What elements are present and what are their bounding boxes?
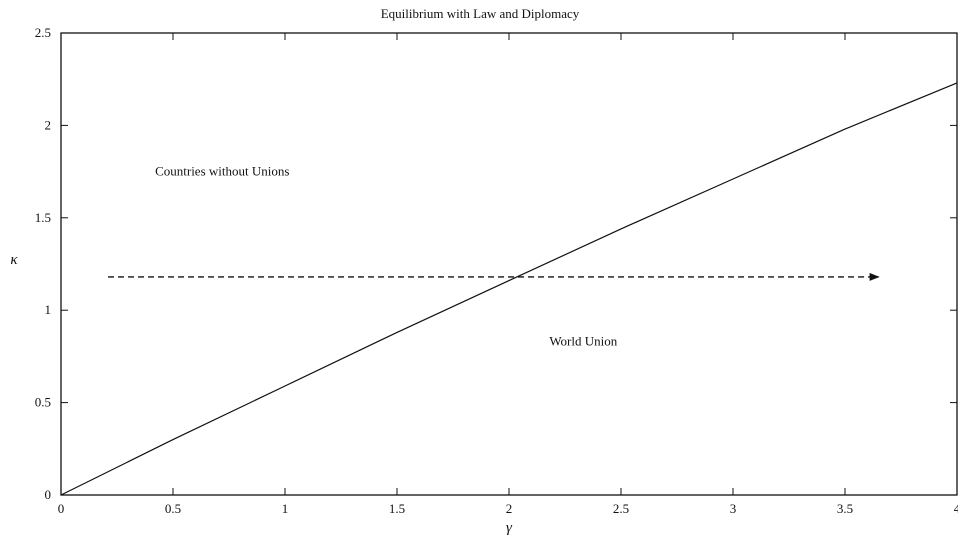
y-tick-label: 1 xyxy=(45,302,52,317)
y-tick-label: 0.5 xyxy=(35,395,51,410)
x-tick-label: 2.5 xyxy=(613,501,629,516)
y-tick-label: 0 xyxy=(45,487,52,502)
y-tick-label: 2 xyxy=(45,117,52,132)
y-tick-label: 2.5 xyxy=(35,25,51,40)
x-tick-label: 1.5 xyxy=(389,501,405,516)
chart-title: Equilibrium with Law and Diplomacy xyxy=(381,6,580,21)
plot-frame xyxy=(60,32,958,496)
region-label-world-union: World Union xyxy=(549,333,617,348)
y-axis-label: κ xyxy=(10,252,18,268)
x-axis-label: γ xyxy=(506,520,513,536)
boundary-line xyxy=(60,82,958,496)
region-label-countries: Countries without Unions xyxy=(155,163,289,178)
x-tick-label: 2 xyxy=(506,501,513,516)
x-tick-label: 3.5 xyxy=(837,501,853,516)
x-tick-label: 1 xyxy=(282,501,289,516)
x-tick-label: 3 xyxy=(730,501,737,516)
y-tick-label: 1.5 xyxy=(35,210,51,225)
x-tick-label: 0 xyxy=(58,501,65,516)
x-tick-label: 4 xyxy=(954,501,958,516)
plot-layer: 0 0.5 1 1.5 2 2.5 3 3.5 4 0 0.5 1 1.5 2 2.5 Countries w… xyxy=(35,25,958,516)
x-tick-label: 0.5 xyxy=(165,501,181,516)
